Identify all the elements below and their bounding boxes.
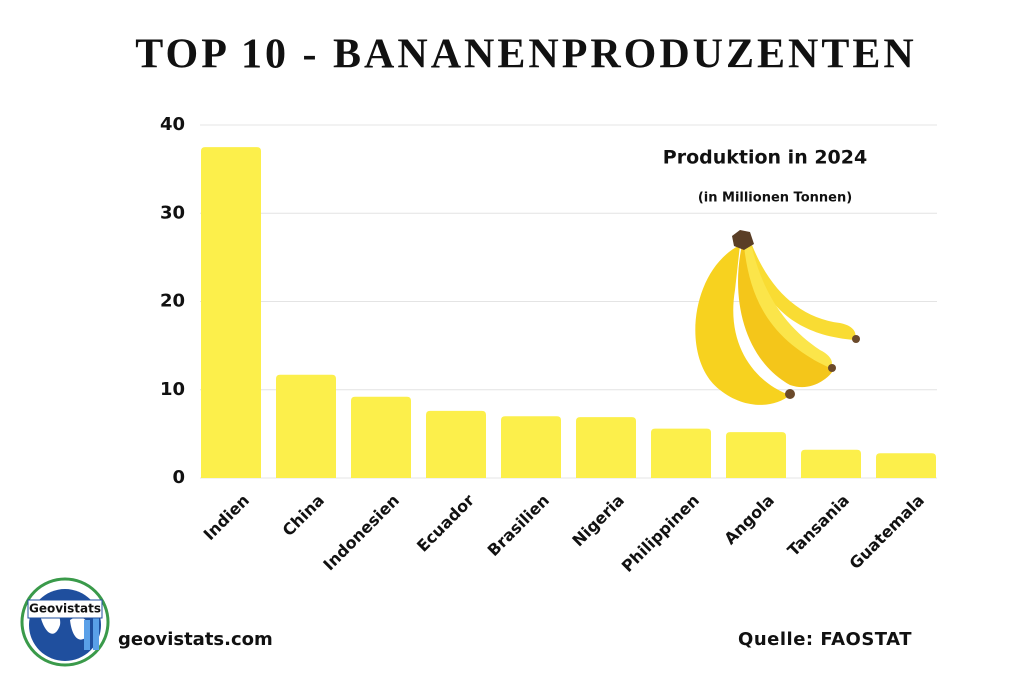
bar	[276, 374, 336, 478]
x-tick-label: Guatemala	[846, 491, 928, 573]
logo: Geovistats	[20, 577, 110, 667]
bar	[876, 453, 936, 478]
bar	[501, 416, 561, 478]
bar	[651, 428, 711, 478]
x-tick-label: Brasilien	[484, 491, 553, 560]
x-tick-label: Tansania	[784, 491, 853, 560]
x-tick-label: Indien	[200, 491, 253, 544]
chart-title: TOP 10 - BANANENPRODUZENTEN	[135, 32, 916, 78]
bar	[201, 147, 261, 478]
x-tick-label: Philippinen	[618, 491, 703, 576]
x-tick-label: Angola	[720, 491, 778, 549]
subtitle: (in Millionen Tonnen)	[698, 191, 852, 206]
x-tick-label: Indonesien	[319, 491, 403, 575]
bar	[426, 410, 486, 478]
source: Quelle: FAOSTAT	[738, 629, 912, 650]
x-tick-label: Ecuador	[413, 490, 478, 555]
bar	[726, 432, 786, 478]
logo-label: Geovistats	[29, 602, 101, 616]
y-tick-label: 0	[172, 467, 185, 488]
bar	[576, 417, 636, 478]
x-tick-label: China	[279, 491, 328, 540]
x-tick-label: Nigeria	[568, 491, 628, 551]
y-tick-label: 30	[160, 202, 185, 223]
bar	[351, 396, 411, 478]
annotation: Produktion in 2024	[663, 147, 867, 169]
bar	[801, 449, 861, 478]
website: geovistats.com	[118, 629, 273, 650]
y-tick-label: 20	[160, 291, 185, 312]
y-tick-label: 10	[160, 379, 185, 400]
y-tick-label: 40	[160, 114, 185, 135]
banana-illustration	[695, 230, 860, 405]
